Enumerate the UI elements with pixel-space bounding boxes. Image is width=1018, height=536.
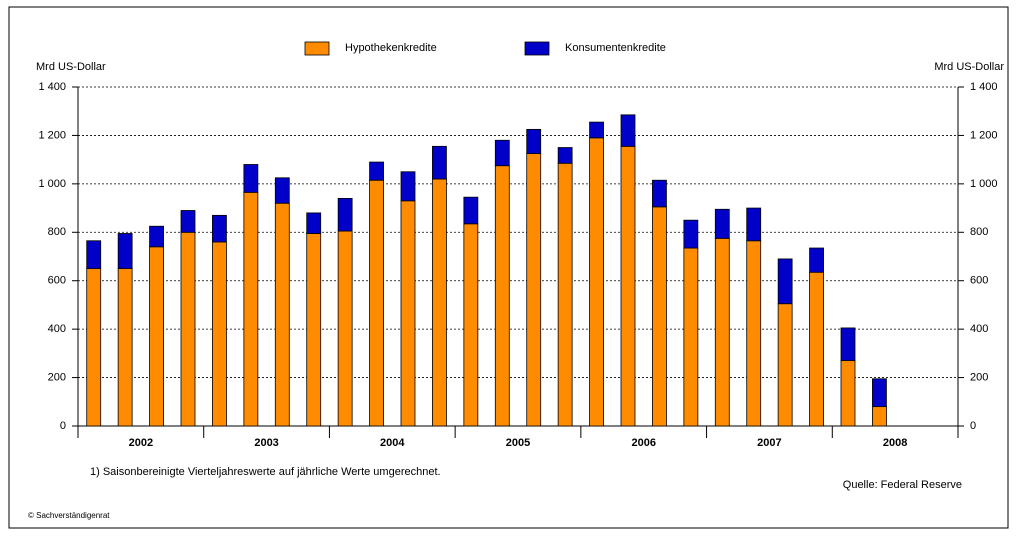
y2-axis-label: Mrd US-Dollar — [934, 61, 1004, 73]
bar-segment — [557, 147, 573, 164]
y2-tick-label: 1 000 — [970, 178, 998, 190]
bar-segment — [243, 164, 259, 193]
bar-segment — [809, 247, 824, 273]
y-tick-label: 0 — [60, 420, 66, 432]
bar-segment — [117, 233, 133, 270]
x-tick-label: 2002 — [129, 437, 153, 449]
y2-tick-label: 400 — [970, 323, 988, 335]
frame — [8, 6, 1009, 529]
x-tick-label: 2007 — [757, 437, 781, 449]
x-tick-label: 2003 — [254, 437, 278, 449]
x-tick-label: 2005 — [506, 437, 530, 449]
bar-segment — [243, 191, 259, 427]
x-tick-label: 2006 — [631, 437, 655, 449]
bar-segment — [494, 165, 510, 427]
bar-segment — [620, 114, 636, 147]
bar-segment — [432, 178, 447, 427]
bar-segment — [274, 202, 290, 427]
y-tick-label: 800 — [48, 226, 66, 238]
y-tick-label: 1 400 — [38, 81, 66, 93]
footnote: 1) Saisonbereinigte Vierteljahreswerte a… — [90, 466, 441, 478]
y2-tick-label: 1 400 — [970, 81, 998, 93]
bar-segment — [369, 161, 384, 181]
bar-segment — [840, 360, 856, 427]
bar-segment — [746, 207, 762, 242]
y-tick-label: 400 — [48, 323, 66, 335]
bar-segment — [149, 246, 164, 427]
y2-tick-label: 600 — [970, 275, 988, 287]
y-tick-label: 1 000 — [38, 178, 66, 190]
bar-segment — [872, 378, 887, 408]
bar-segment — [714, 208, 730, 239]
bar-segment — [274, 177, 290, 204]
legend-swatch — [524, 41, 550, 56]
bar-segment — [306, 233, 322, 427]
bar-segment — [557, 162, 573, 427]
bar-segment — [589, 137, 604, 427]
bar-segment — [652, 206, 667, 427]
bar-segment — [86, 240, 102, 270]
legend-label: Hypothekenkredite — [345, 42, 437, 54]
copyright: © Sachverständigenrat — [28, 511, 110, 520]
source: Quelle: Federal Reserve — [843, 479, 962, 491]
y-tick-label: 1 200 — [38, 129, 66, 141]
bar-segment — [526, 153, 542, 427]
bar-segment — [149, 225, 164, 248]
legend-label: Konsumentenkredite — [565, 42, 666, 54]
bar-segment — [746, 240, 762, 427]
y2-tick-label: 1 200 — [970, 129, 998, 141]
bar-segment — [400, 171, 416, 202]
bar-segment — [463, 223, 479, 427]
bar-segment — [777, 258, 793, 305]
bar-segment — [777, 303, 793, 427]
bar-segment — [432, 145, 447, 180]
bar-segment — [180, 231, 196, 427]
bar-segment — [494, 139, 510, 167]
bar-segment — [683, 219, 699, 249]
bar-segment — [400, 200, 416, 427]
bar-segment — [306, 212, 322, 234]
y-axis-label: Mrd US-Dollar — [36, 61, 106, 73]
bar-segment — [683, 247, 699, 427]
bar-segment — [212, 241, 227, 427]
bar-segment — [652, 179, 667, 208]
y2-tick-label: 200 — [970, 371, 988, 383]
y-tick-label: 200 — [48, 371, 66, 383]
bar-segment — [809, 271, 824, 427]
bar-segment — [620, 145, 636, 427]
bar-segment — [337, 230, 353, 427]
bar-segment — [86, 268, 102, 427]
bar-segment — [872, 406, 887, 427]
bar-segment — [840, 327, 856, 362]
bar-segment — [714, 237, 730, 427]
bar-segment — [337, 197, 353, 232]
y-tick-label: 600 — [48, 275, 66, 287]
bar-segment — [589, 121, 604, 139]
x-tick-label: 2004 — [380, 437, 405, 449]
bar-segment — [180, 210, 196, 233]
bar-segment — [117, 268, 133, 427]
y2-tick-label: 0 — [970, 420, 976, 432]
bar-segment — [526, 128, 542, 154]
y2-tick-label: 800 — [970, 226, 988, 238]
legend-swatch — [304, 41, 330, 56]
x-tick-label: 2008 — [883, 437, 907, 449]
bar-segment — [369, 179, 384, 427]
bar-segment — [212, 214, 227, 243]
bar-segment — [463, 196, 479, 225]
